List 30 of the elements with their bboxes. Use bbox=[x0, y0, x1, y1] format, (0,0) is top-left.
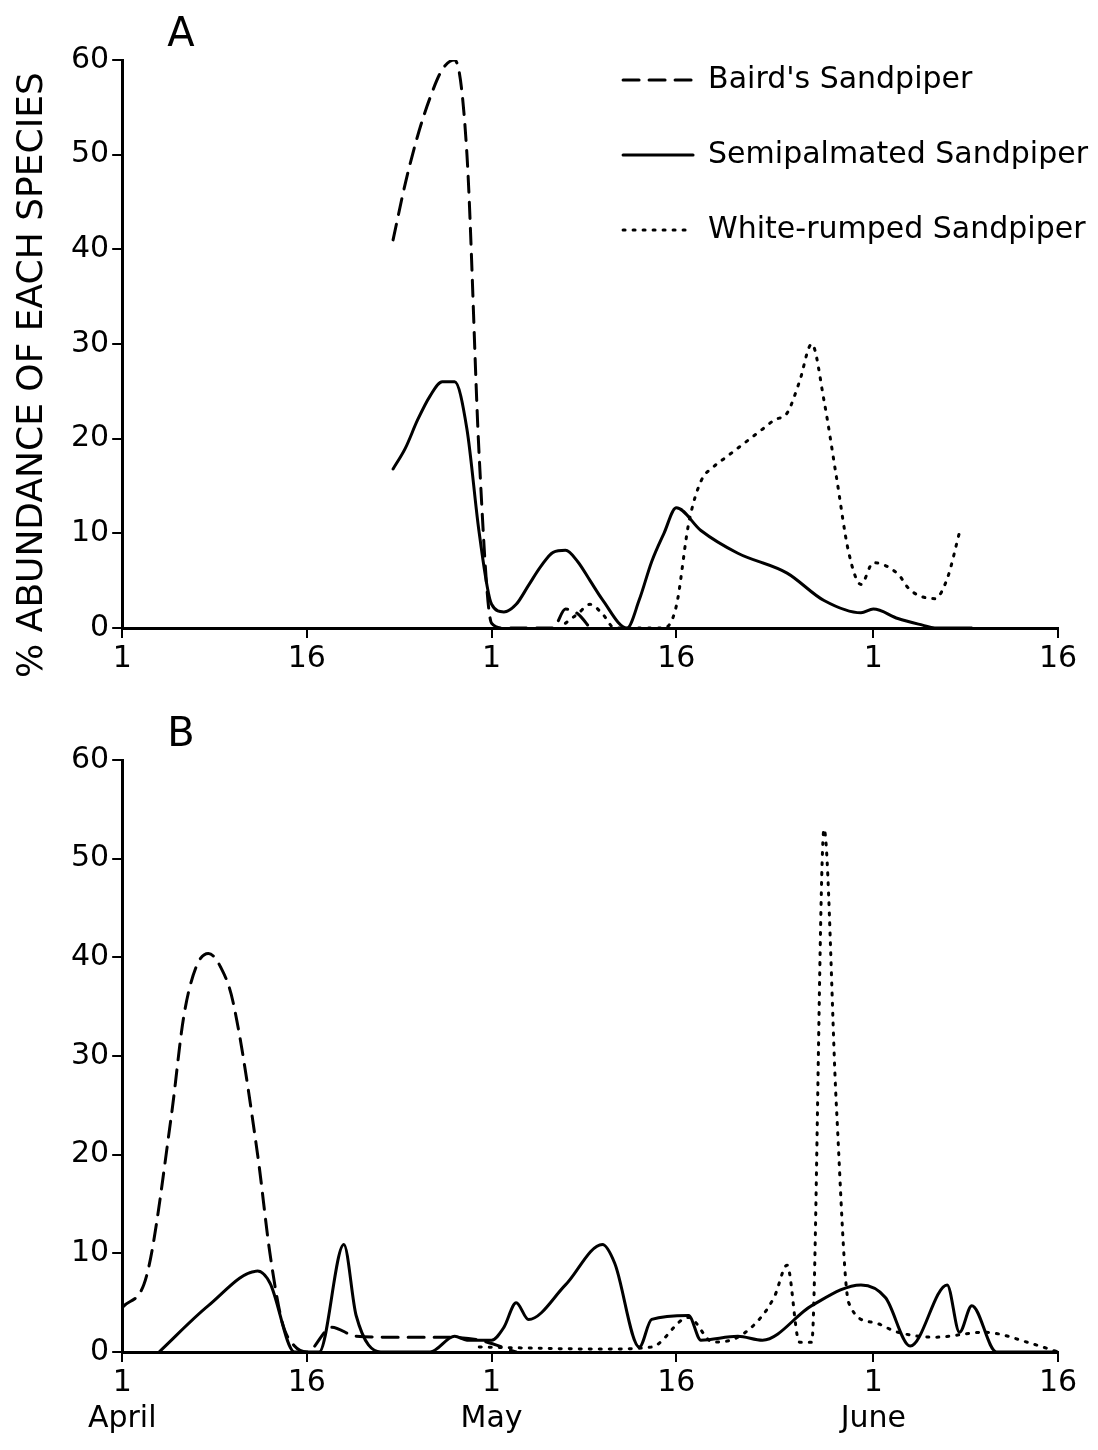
y-tick-label: 50 bbox=[70, 838, 110, 874]
y-tick-label: 60 bbox=[70, 739, 110, 775]
y-tick-label: 50 bbox=[70, 134, 110, 170]
x-tick-label: 16 bbox=[1038, 638, 1078, 674]
legend-label: Semipalmated Sandpiper bbox=[708, 134, 1089, 170]
chart-title: B bbox=[167, 709, 195, 756]
y-axis-title: % ABUNDANCE OF EACH SPECIES bbox=[8, 71, 51, 680]
x-tick-label: 1 bbox=[863, 638, 883, 674]
x-tick-label: 16 bbox=[1038, 1362, 1078, 1398]
x-tick-label: 16 bbox=[657, 1362, 696, 1398]
legend-label: Baird's Sandpiper bbox=[708, 59, 973, 95]
y-tick-label: 30 bbox=[70, 1035, 110, 1071]
y-tick-label: 40 bbox=[70, 229, 110, 265]
y-tick-label: 20 bbox=[70, 418, 110, 454]
x-tick-label: 1 bbox=[112, 638, 132, 674]
y-tick-label: 40 bbox=[70, 937, 110, 973]
y-tick-label: 10 bbox=[70, 513, 110, 549]
x-tick-label: 1 June bbox=[838, 1362, 906, 1434]
y-tick-label: 30 bbox=[70, 323, 110, 359]
x-tick-label: 16 bbox=[287, 1362, 326, 1398]
chart-title: A bbox=[167, 9, 196, 56]
x-tick-label: 16 bbox=[657, 638, 696, 674]
y-tick-label: 20 bbox=[70, 1134, 110, 1170]
y-tick-label: 10 bbox=[70, 1233, 110, 1269]
x-tick-label: 1 bbox=[482, 638, 502, 674]
y-tick-label: 60 bbox=[70, 39, 110, 75]
x-tick-label: 1 May bbox=[460, 1362, 523, 1434]
x-tick-label: 16 bbox=[287, 638, 326, 674]
legend-label: White-rumped Sandpiper bbox=[708, 209, 1087, 245]
y-tick-label: 0 bbox=[90, 607, 110, 643]
